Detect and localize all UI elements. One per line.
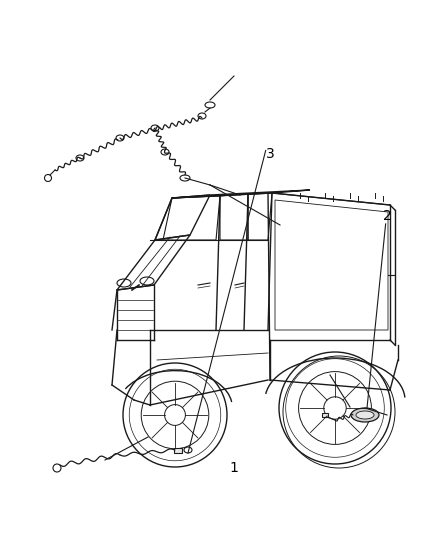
Ellipse shape xyxy=(184,447,192,453)
Ellipse shape xyxy=(180,175,190,181)
Bar xyxy=(174,448,182,453)
Ellipse shape xyxy=(356,411,374,419)
Ellipse shape xyxy=(161,149,169,155)
Ellipse shape xyxy=(198,113,206,119)
Text: 2: 2 xyxy=(383,209,392,223)
Text: 1: 1 xyxy=(230,461,239,475)
Ellipse shape xyxy=(116,135,124,141)
Ellipse shape xyxy=(351,408,379,422)
Ellipse shape xyxy=(117,279,131,287)
Text: 3: 3 xyxy=(266,147,275,160)
Ellipse shape xyxy=(76,155,84,161)
Bar xyxy=(322,413,328,417)
Ellipse shape xyxy=(151,125,159,131)
Ellipse shape xyxy=(205,102,215,108)
Ellipse shape xyxy=(140,277,154,285)
